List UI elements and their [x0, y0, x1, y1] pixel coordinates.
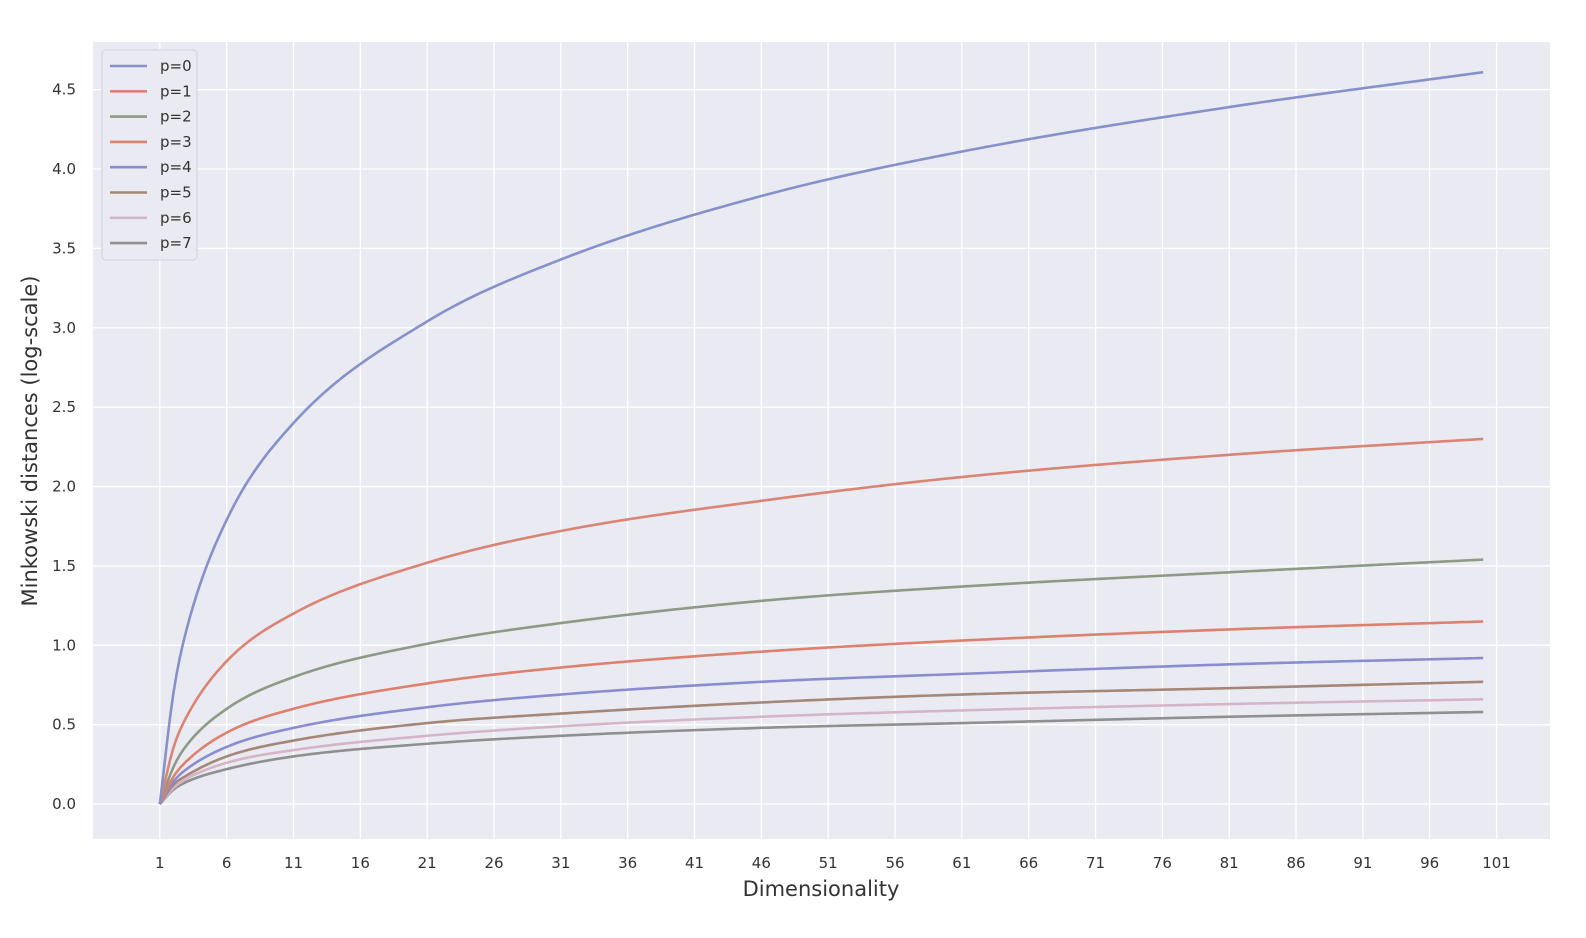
series-line-p1 [158, 437, 1484, 805]
y-tick-label: 4.5 [52, 81, 76, 99]
y-tick-label: 0.5 [52, 716, 76, 734]
y-tick-label: 4.0 [52, 160, 76, 178]
y-tick-label: 1.0 [52, 636, 76, 654]
x-tick-label: 86 [1286, 854, 1305, 872]
x-tick-label: 26 [484, 854, 503, 872]
x-tick-label: 6 [222, 854, 232, 872]
x-axis: 1 6 11 16 21 26 31 36 41 46 51 56 61 66 71 76 81 86 91 96 10… [155, 854, 1511, 872]
x-tick-label: 21 [418, 854, 437, 872]
y-tick-label: 0.0 [52, 795, 76, 813]
series-line-p6 [158, 697, 1484, 805]
x-tick-label: 66 [1019, 854, 1038, 872]
legend: p=0 p=1 p=2 p=3 p=4 p=5 p=6 p=7 [101, 49, 198, 261]
series-line-p3 [158, 620, 1484, 805]
y-tick-label: 2.0 [52, 478, 76, 496]
x-tick-label: 1 [155, 854, 165, 872]
y-tick-label: 2.5 [52, 398, 76, 416]
y-tick-label: 3.5 [52, 239, 76, 257]
legend-label: p=4 [160, 158, 192, 176]
legend-label: p=7 [160, 234, 192, 252]
x-tick-label: 36 [618, 854, 637, 872]
y-tick-label: 1.5 [52, 557, 76, 575]
x-tick-label: 41 [685, 854, 704, 872]
x-tick-label: 51 [819, 854, 838, 872]
series-lines [158, 70, 1484, 805]
x-tick-label: 101 [1482, 854, 1511, 872]
x-tick-label: 16 [351, 854, 370, 872]
series-line-p7 [158, 710, 1484, 805]
x-tick-label: 91 [1353, 854, 1372, 872]
legend-label: p=6 [160, 209, 192, 227]
legend-label: p=3 [160, 133, 192, 151]
series-line-p2 [158, 558, 1484, 805]
x-tick-label: 46 [752, 854, 771, 872]
series-line-p5 [158, 680, 1484, 805]
legend-label: p=0 [160, 57, 192, 75]
y-tick-label: 3.0 [52, 319, 76, 337]
series-line-p0 [158, 70, 1484, 805]
x-tick-label: 96 [1420, 854, 1439, 872]
x-tick-label: 56 [885, 854, 904, 872]
x-tick-label: 81 [1220, 854, 1239, 872]
x-tick-label: 31 [551, 854, 570, 872]
x-tick-label: 61 [952, 854, 971, 872]
grid [93, 42, 1550, 839]
y-axis: 0.0 0.5 1.0 1.5 2.0 2.5 3.0 3.5 4.0 4.5 [52, 81, 76, 813]
x-axis-title: Dimensionality [743, 877, 900, 901]
legend-label: p=2 [160, 108, 192, 126]
x-tick-label: 76 [1153, 854, 1172, 872]
x-tick-label: 11 [284, 854, 303, 872]
y-axis-title: Minkowski distances (log-scale) [18, 276, 42, 607]
legend-box [101, 49, 198, 261]
series-line-p4 [158, 656, 1484, 805]
x-tick-label: 71 [1086, 854, 1105, 872]
legend-label: p=1 [160, 82, 192, 100]
plot-background [93, 42, 1550, 839]
legend-label: p=5 [160, 184, 192, 202]
